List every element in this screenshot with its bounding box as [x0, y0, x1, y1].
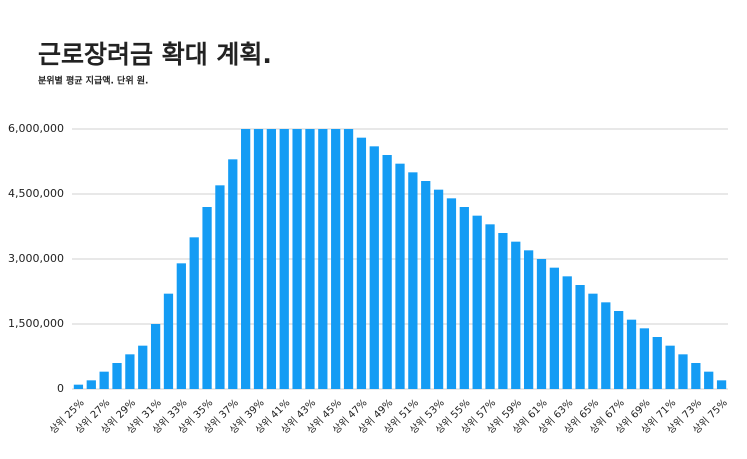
bar [99, 371, 109, 389]
bar [485, 224, 495, 389]
y-tick-label: 6,000,000 [8, 122, 64, 135]
bar [163, 293, 174, 389]
bar [202, 207, 212, 389]
bar [266, 129, 277, 389]
bar [626, 319, 637, 389]
bar [691, 363, 701, 389]
bar [228, 159, 238, 389]
bar [125, 354, 135, 389]
bar [343, 129, 354, 389]
bar [639, 328, 650, 389]
bar [704, 371, 714, 389]
bar [318, 129, 328, 389]
bar [562, 276, 572, 389]
bar [292, 129, 302, 389]
bar [678, 354, 688, 389]
bar [601, 302, 611, 389]
bar [575, 285, 585, 389]
bar [511, 241, 521, 389]
chart-title: 근로장려금 확대 계획. [38, 40, 272, 69]
bar [241, 129, 251, 389]
bar [498, 233, 508, 389]
bar [369, 146, 379, 389]
bar [382, 155, 392, 389]
bar [446, 198, 457, 389]
bar [73, 384, 84, 389]
y-tick-label: 1,500,000 [8, 317, 64, 330]
bar [356, 137, 367, 389]
bar [331, 129, 341, 389]
y-tick-label: 4,500,000 [8, 187, 64, 200]
bar [716, 380, 727, 389]
bar [536, 259, 547, 389]
bar [588, 293, 598, 389]
bar [253, 129, 264, 389]
bar [459, 207, 469, 389]
bar [305, 129, 315, 389]
bar [395, 163, 405, 389]
bar [86, 380, 96, 389]
bar [408, 172, 418, 389]
y-tick-label: 0 [57, 382, 64, 395]
bar [189, 237, 199, 389]
bar [472, 215, 482, 389]
chart-subtitle: 분위별 평균 지급액. 단위 원. [38, 75, 148, 87]
bar [665, 345, 675, 389]
bar [523, 250, 534, 389]
y-tick-label: 3,000,000 [8, 252, 64, 265]
bar [138, 345, 148, 389]
bar [176, 263, 186, 389]
bar [652, 337, 662, 389]
bar [215, 185, 225, 389]
bar [150, 324, 161, 389]
bar [279, 129, 289, 389]
bar [421, 181, 431, 389]
bar [549, 267, 559, 389]
bar [614, 311, 624, 389]
bar [433, 189, 444, 389]
bar [112, 363, 122, 389]
